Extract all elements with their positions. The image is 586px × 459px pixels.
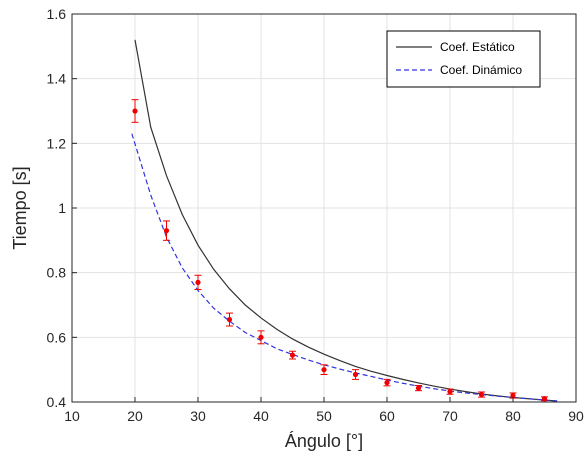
y-tick-label: 1.6 — [47, 6, 67, 22]
data-point — [415, 385, 422, 391]
legend-label-dinamico: Coef. Dinámico — [440, 63, 522, 77]
x-tick-label: 60 — [379, 408, 395, 424]
y-tick-label: 1.2 — [47, 135, 67, 151]
data-point — [510, 392, 516, 399]
y-tick-label: 1 — [58, 200, 66, 216]
y-axis-label: Tiempo [s] — [10, 166, 30, 249]
y-tick-label: 0.8 — [47, 265, 67, 281]
series-line-dinamico — [131, 133, 558, 402]
data-point — [384, 380, 390, 386]
x-tick-label: 10 — [64, 408, 80, 424]
data-point — [163, 228, 170, 234]
x-axis-label: Ángulo [°] — [285, 431, 363, 451]
x-tick-label: 70 — [442, 408, 458, 424]
legend: Coef. Estático Coef. Dinámico — [386, 30, 541, 88]
data-point — [352, 371, 359, 378]
data-point — [289, 352, 296, 358]
legend-box — [386, 30, 541, 88]
data-point — [132, 108, 138, 114]
legend-label-estatico: Coef. Estático — [440, 40, 515, 54]
x-tick-label: 50 — [316, 408, 332, 424]
data-point — [478, 391, 485, 398]
ticks: 10 20 30 40 50 60 70 80 90 0.4 0.6 0.8 1 1.2 1.4 1.6 — [47, 6, 584, 424]
y-tick-label: 0.4 — [47, 394, 67, 410]
series-layer — [131, 39, 558, 402]
x-tick-label: 20 — [127, 408, 143, 424]
data-point — [195, 279, 201, 285]
data-point — [447, 389, 453, 395]
y-tick-label: 1.4 — [47, 71, 67, 87]
x-tick-label: 40 — [253, 408, 269, 424]
data-point — [258, 334, 264, 340]
data-point — [541, 396, 548, 402]
x-tick-label: 30 — [190, 408, 206, 424]
data-point — [321, 367, 327, 373]
y-tick-label: 0.6 — [47, 329, 67, 345]
x-tick-label: 80 — [505, 408, 521, 424]
data-point — [226, 316, 233, 323]
x-tick-label: 90 — [568, 408, 584, 424]
